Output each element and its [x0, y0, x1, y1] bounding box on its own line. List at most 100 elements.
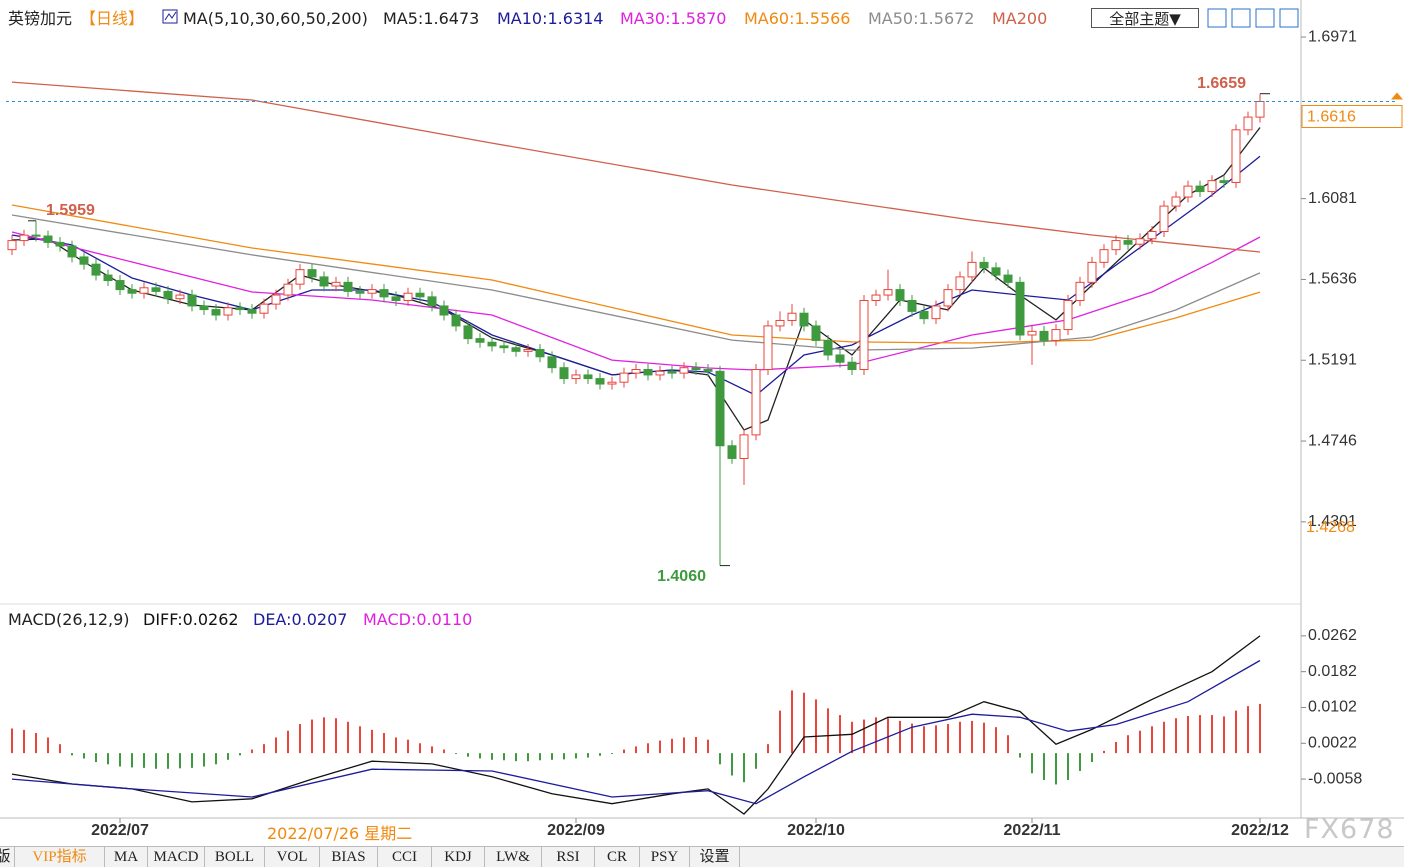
extreme-label: 1.4060 — [657, 568, 706, 585]
candle-body — [91, 263, 101, 276]
candle-body — [535, 349, 545, 358]
candle-body — [1039, 330, 1049, 341]
indicator-tab[interactable]: MA — [105, 847, 148, 867]
legend-entry: MA5:1.6473 — [383, 9, 480, 28]
tool-icon[interactable] — [1255, 8, 1275, 28]
legend-entry: DEA:0.0207 — [253, 610, 348, 629]
crosshair-date: 2022/07/26 星期二 — [267, 824, 413, 843]
candle-body — [175, 294, 185, 300]
x-tick-label: 2022/10 — [787, 822, 845, 839]
indicator-tab[interactable]: 版 — [0, 847, 15, 867]
candle-body — [991, 267, 1001, 276]
candle-body — [667, 370, 677, 374]
candle-body — [211, 309, 221, 316]
y-tick-label: 0.0102 — [1308, 699, 1357, 716]
candle-body — [715, 370, 725, 447]
indicator-tab[interactable]: KDJ — [432, 847, 485, 867]
candle-body — [67, 245, 77, 258]
y-tick-label: 1.5636 — [1308, 271, 1357, 288]
candle-body — [559, 367, 569, 380]
legend-entry: MA10:1.6314 — [497, 9, 604, 28]
ma-line — [11, 635, 1261, 815]
y-tick-label: 1.5191 — [1308, 351, 1357, 368]
extreme-label: 1.6659 — [1197, 75, 1246, 92]
ma-line — [11, 204, 1261, 344]
indicator-tab[interactable]: CR — [595, 847, 640, 867]
candle-body — [343, 281, 353, 292]
candle-body — [331, 281, 341, 287]
candle-body — [43, 235, 53, 243]
indicator-tabs: 版VIP指标MAMACDBOLLVOLBIASCCIKDJLW&RSICRPSY… — [0, 846, 1404, 867]
last-price-box — [1301, 104, 1403, 128]
indicator-tab[interactable]: VIP指标 — [15, 847, 105, 867]
candle-body — [7, 240, 17, 251]
candle-body — [1099, 249, 1109, 263]
candle-body — [295, 269, 305, 285]
candle-body — [31, 234, 41, 237]
candle-body — [271, 294, 281, 305]
candle-body — [607, 381, 617, 385]
candle-body — [1075, 281, 1085, 302]
tool-icon[interactable] — [1279, 8, 1299, 28]
last-price-arrow — [1391, 92, 1403, 100]
candle-body — [919, 310, 929, 320]
candle-body — [967, 261, 977, 278]
candle-body — [139, 287, 149, 294]
indicator-tab[interactable]: VOL — [265, 847, 320, 867]
indicator-tab[interactable]: PSY — [640, 847, 690, 867]
candle-body — [1147, 231, 1157, 240]
candle-body — [1171, 196, 1181, 207]
x-tick-label: 2022/09 — [547, 822, 605, 839]
candle-body — [103, 274, 113, 282]
candle-body — [1063, 300, 1073, 331]
x-tick-label: 2022/11 — [1004, 822, 1061, 839]
indicator-tab[interactable]: 设置 — [690, 847, 740, 867]
indicator-tab[interactable]: CCI — [378, 847, 432, 867]
watermark: FX678 — [1304, 814, 1395, 845]
candle-body — [319, 276, 329, 287]
candle-body — [151, 287, 161, 292]
candle-body — [811, 325, 821, 341]
y-tick-label: -0.0058 — [1308, 770, 1362, 787]
candle-body — [199, 305, 209, 311]
candle-body — [1159, 205, 1169, 233]
candle-body — [367, 289, 377, 294]
candle-body — [847, 361, 857, 370]
candle-body — [1231, 129, 1241, 183]
candle-body — [307, 269, 317, 278]
indicator-tab[interactable]: BOLL — [205, 847, 265, 867]
candle-body — [583, 374, 593, 380]
tool-icon[interactable] — [1207, 8, 1227, 28]
period-label: 【日线】 — [80, 9, 145, 28]
legend-entry: DIFF:0.0262 — [143, 610, 239, 629]
candle-body — [679, 367, 689, 374]
legend-entry: MA200 — [992, 9, 1048, 28]
candle-body — [259, 303, 269, 314]
candle-body — [739, 434, 749, 459]
candle-body — [427, 296, 437, 307]
candle-body — [1183, 185, 1193, 198]
ma-line — [11, 81, 1261, 253]
indicator-tab[interactable]: LW& — [485, 847, 542, 867]
candle-body — [931, 305, 941, 320]
indicator-icon-glyph — [164, 11, 177, 21]
y-tick-label: 1.6971 — [1308, 28, 1357, 45]
indicator-tab[interactable]: MACD — [148, 847, 205, 867]
indicator-icon[interactable] — [162, 9, 178, 24]
legend-entry: MA30:1.5870 — [620, 9, 727, 28]
candle-body — [439, 305, 449, 316]
level-label: 1.4268 — [1306, 519, 1355, 536]
indicator-tab[interactable]: BIAS — [320, 847, 378, 867]
tool-icon[interactable] — [1231, 8, 1251, 28]
candle-body — [523, 349, 533, 352]
candle-body — [883, 289, 893, 296]
candle-body — [1135, 238, 1145, 245]
candle-body — [943, 289, 953, 307]
indicator-tab[interactable]: RSI — [542, 847, 595, 867]
candle-body — [1123, 240, 1133, 245]
y-tick-label: 0.0182 — [1308, 663, 1357, 680]
theme-button[interactable]: 全部主题▼ — [1091, 8, 1199, 28]
candle-body — [187, 294, 197, 307]
candle-body — [355, 290, 365, 294]
